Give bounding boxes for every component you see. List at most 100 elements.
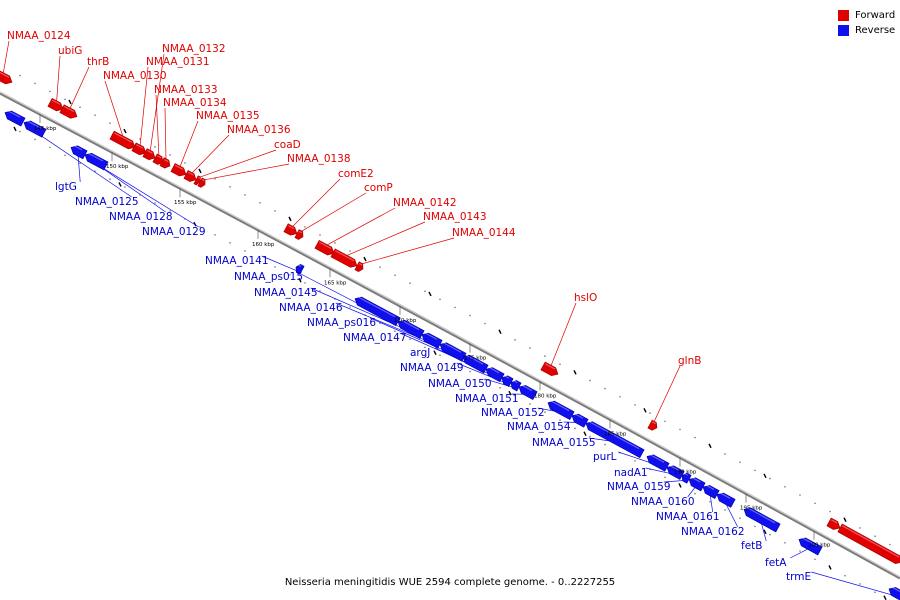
scale-tick-label: 150 kbp [106, 164, 129, 170]
forward-gene-label: ubiG [58, 45, 82, 57]
gene-NMAA_0136 [183, 170, 197, 182]
scale-tick-label: 160 kbp [252, 242, 275, 248]
reverse-gene-label: fetB [741, 540, 762, 552]
reverse-gene-label: NMAA_0129 [142, 226, 206, 238]
reverse-gene-label: trmE [786, 571, 811, 583]
scale-tick-label: 155 kbp [174, 200, 197, 206]
gene-lgtG [70, 144, 88, 160]
reverse-gene-label: NMAA_0160 [631, 496, 695, 508]
gene-NMAA_rev_a [4, 109, 26, 127]
forward-gene-label: NMAA_0124 [7, 30, 71, 42]
gene-NMAA_0162 [716, 491, 736, 508]
gene-comP [294, 229, 304, 240]
gene-NMAA_0125 [23, 119, 47, 138]
forward-gene-label: NMAA_0133 [154, 84, 218, 96]
scale-tick-label: 175 kbp [464, 356, 487, 362]
reverse-gene-label: NMAA_0159 [607, 481, 671, 493]
forward-gene-label: hslO [574, 292, 597, 304]
gene-NMAA_0149 [501, 375, 514, 388]
forward-gene-label: NMAA_0130 [103, 70, 167, 82]
gene-NMAA_0147 [462, 354, 489, 374]
forward-gene-label: NMAA_0135 [196, 110, 260, 122]
legend: Forward Reverse [838, 8, 895, 38]
forward-gene-label: NMAA_0138 [287, 153, 351, 165]
gene-NMAA_0161 [702, 484, 720, 499]
gene-fetB [743, 506, 781, 533]
gene-glnB [647, 419, 658, 431]
scale-tick-label: 190 kbp [674, 469, 697, 475]
gene-NMAA_0159 [681, 472, 692, 484]
gene-NMAA_0142 [314, 239, 335, 256]
reverse-gene-label: NMAA_0125 [75, 196, 139, 208]
reverse-gene-label: NMAA_0161 [656, 511, 720, 523]
forward-gene-label: NMAA_0134 [163, 97, 227, 109]
figure-caption: Neisseria meningitidis WUE 2594 complete… [284, 577, 616, 588]
reverse-gene-label: NMAA_ps016 [307, 317, 376, 329]
gene-NMAA_0145 [397, 319, 425, 340]
gene-hslO [540, 361, 559, 377]
gene-NMAA_0130 [109, 130, 136, 150]
gene-nadA1 [666, 464, 685, 480]
gene-NMAA_0154 [571, 413, 589, 428]
gene-NMAA_0132 [142, 148, 156, 161]
gene-NMAA_0135 [170, 163, 187, 177]
scale-tick-label: 195 kbp [740, 505, 763, 511]
gene-purL [646, 453, 670, 472]
gene-fetA [798, 536, 823, 556]
label-leader-lines [2, 40, 898, 597]
gene-NMAA_0155 [585, 420, 645, 459]
gene-NMAA_0151 [518, 384, 538, 401]
gene-NMAA_0152 [547, 400, 575, 421]
gene-comE2 [283, 223, 298, 236]
legend-forward: Forward [838, 8, 895, 23]
gene-NMAA_0134 [159, 157, 171, 169]
forward-gene-label: comE2 [338, 168, 374, 180]
scale-tick-label: 170 kbp [394, 318, 417, 324]
reverse-gene-label: fetA [765, 557, 787, 569]
gene-NMAA_0143 [330, 248, 358, 268]
forward-gene-label: coaD [274, 139, 301, 151]
gene-NMAA_0141 [295, 264, 305, 275]
gene-NMAA_gene_b [837, 523, 900, 564]
forward-gene-label: NMAA_0136 [227, 124, 291, 136]
reverse-gene-label: NMAA_0147 [343, 332, 407, 344]
scale-tick-label: 185 kbp [604, 431, 627, 437]
gene-thrB [59, 104, 78, 119]
reverse-gene-label: NMAA_0155 [532, 437, 596, 449]
reverse-gene-label: lgtG [55, 181, 77, 193]
reverse-gene-label: NMAA_0141 [205, 255, 269, 267]
gene-trmE [888, 586, 900, 600]
gene-labels: NMAA_0124ubiGthrBNMAA_0130NMAA_0131NMAA_… [7, 30, 811, 583]
gene-NMAA_0133 [152, 153, 164, 165]
reverse-gene-label: NMAA_0150 [428, 378, 492, 390]
orientation-dots [13, 74, 891, 600]
forward-gene-label: NMAA_0144 [452, 227, 516, 239]
genome-axis [0, 91, 900, 580]
gene-NMAA_0131 [131, 142, 147, 156]
gene-ubiG [47, 97, 64, 112]
gene-NMAA_0128 [84, 152, 109, 171]
forward-gene-label: NMAA_0143 [423, 211, 487, 223]
scale-tick-label: 145 kbp [34, 126, 57, 132]
gene-NMAA_ps016 [439, 341, 467, 362]
gene-NMAA_0160 [688, 476, 706, 492]
reverse-gene-label: NMAA_0151 [455, 393, 519, 405]
reverse-gene-label: NMAA_0145 [254, 287, 318, 299]
reverse-gene-label: NMAA_ps015 [234, 271, 303, 283]
reverse-gene-label: NMAA_0162 [681, 526, 745, 538]
gene-coaD [193, 175, 201, 186]
reverse-gene-label: argJ [410, 347, 430, 359]
forward-gene-label: thrB [87, 56, 109, 68]
legend-reverse: Reverse [838, 23, 895, 38]
gene-NMAA_0144 [354, 261, 364, 272]
gene-NMAA_gene_a [826, 517, 841, 530]
reverse-gene-label: purL [593, 451, 617, 463]
forward-gene-label: comP [364, 182, 393, 194]
reverse-gene-label: NMAA_0146 [279, 302, 343, 314]
reverse-gene-label: NMAA_0152 [481, 407, 545, 419]
forward-swatch [838, 10, 849, 21]
gene-NMAA_ps015 [354, 295, 401, 327]
gene-NMAA_0146 [421, 331, 443, 349]
scale-tick-label: 165 kbp [324, 280, 347, 286]
